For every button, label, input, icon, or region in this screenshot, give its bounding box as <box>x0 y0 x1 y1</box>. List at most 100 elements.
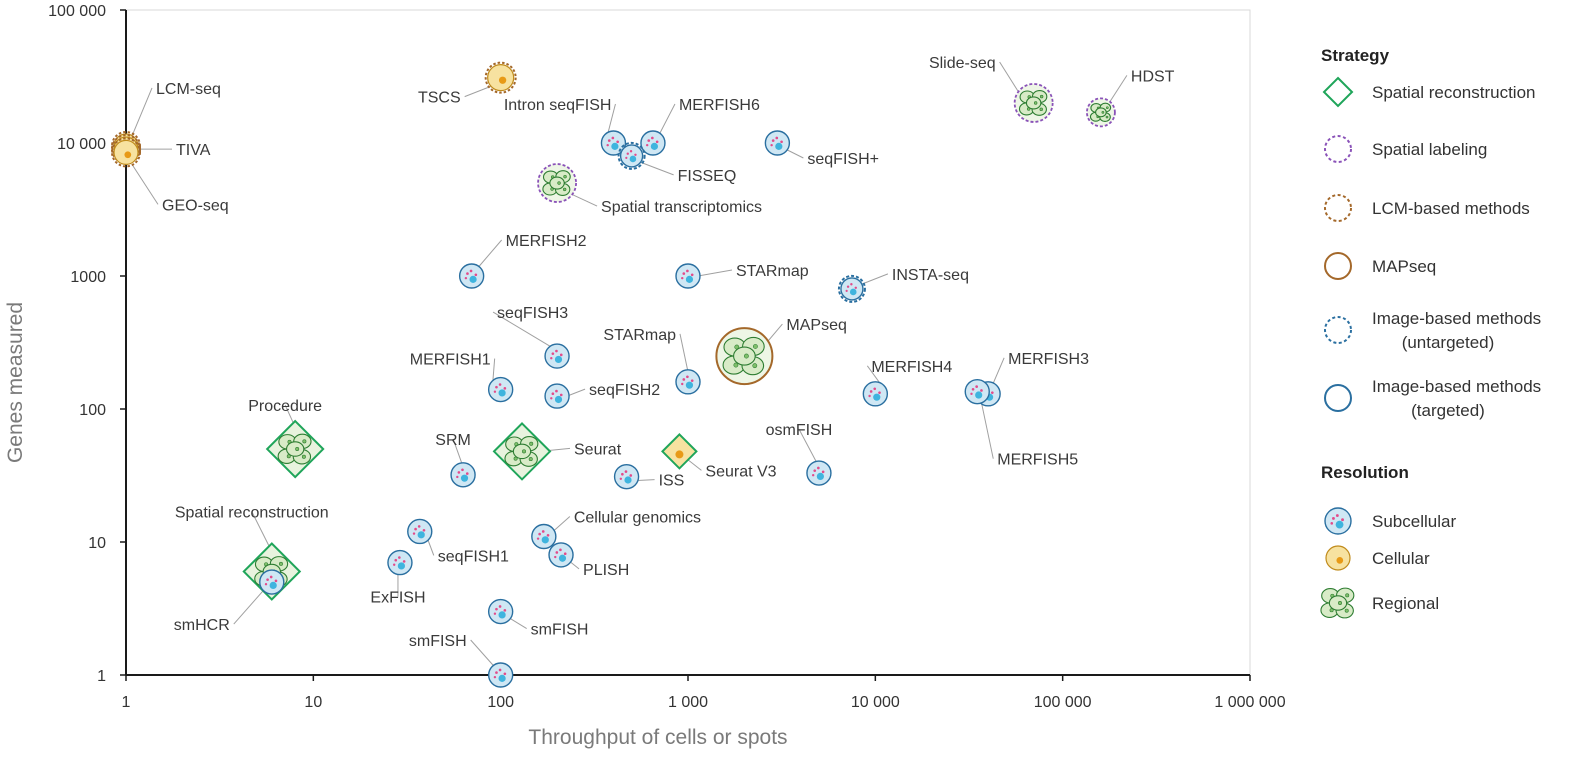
data-point <box>764 130 791 156</box>
y-tick-label: 10 <box>88 535 106 552</box>
data-point <box>458 263 485 289</box>
x-tick-label: 1 000 000 <box>1214 694 1285 711</box>
point-label: Seurat <box>574 441 622 458</box>
legend-label: Regional <box>1372 594 1439 613</box>
data-point <box>862 381 889 407</box>
point-label: SRM <box>435 432 471 449</box>
legend-title-resolution: Resolution <box>1321 463 1409 482</box>
data-point <box>675 369 701 395</box>
label-leader <box>492 358 496 384</box>
label-leader <box>470 639 496 668</box>
legend: Strategy Spatial reconstruction Spatial la… <box>1320 46 1541 619</box>
label-leader <box>464 85 493 98</box>
data-point <box>259 569 285 595</box>
legend-label: LCM-based methods <box>1372 199 1530 218</box>
point-label: MERFISH4 <box>871 359 952 376</box>
point-label: MERFISH2 <box>506 233 587 250</box>
point-label: GEO-seq <box>162 197 229 214</box>
label-leader <box>566 388 586 397</box>
data-point <box>617 141 646 170</box>
data-point <box>265 419 325 479</box>
point-label: seqFISH3 <box>497 305 568 322</box>
point-label: Spatial transcriptomics <box>601 199 762 216</box>
point-label: smHCR <box>174 617 230 634</box>
point-label: ISS <box>659 473 685 490</box>
point-label: TSCS <box>418 90 461 107</box>
data-point <box>675 263 701 289</box>
data-point <box>661 432 698 470</box>
x-axis-title: Throughput of cells or spots <box>528 726 787 749</box>
legend-item-subcellular: Subcellular <box>1324 507 1456 535</box>
label-leader <box>427 539 435 556</box>
data-point <box>806 460 832 486</box>
point-label: FISSEQ <box>678 168 737 185</box>
point-label: Seurat V3 <box>705 463 776 480</box>
legend-label: Cellular <box>1372 549 1430 568</box>
label-leaders <box>131 61 1128 668</box>
point-label: MERFISH6 <box>679 97 760 114</box>
data-point <box>487 376 514 403</box>
y-tick-label: 100 000 <box>48 3 106 20</box>
label-leader <box>679 333 689 372</box>
y-tick-label: 1 <box>97 668 106 685</box>
legend-item-spatial_reconstruction: Spatial reconstruction <box>1322 76 1535 108</box>
data-point <box>640 130 666 156</box>
data-point <box>492 421 552 481</box>
label-leader <box>658 103 676 136</box>
label-leader <box>798 428 818 464</box>
label-leader <box>991 357 1005 387</box>
legend-title-strategy: Strategy <box>1321 46 1390 65</box>
point-label: STARmap <box>603 327 676 344</box>
data-point <box>537 163 577 203</box>
legend-item-spatial_labeling: Spatial labeling <box>1324 135 1487 163</box>
data-point <box>613 463 640 490</box>
data-point <box>487 662 514 688</box>
data-point <box>544 383 570 409</box>
data-point <box>531 523 557 550</box>
y-tick-label: 100 <box>79 402 106 419</box>
legend-label-2: (targeted) <box>1411 401 1485 420</box>
legend-item-image_targeted: Image-based methods (targeted) <box>1324 377 1541 420</box>
point-label: MAPseq <box>786 317 846 334</box>
legend-label: Image-based methods <box>1372 377 1541 396</box>
label-leader <box>687 459 702 471</box>
point-label: MERFISH1 <box>410 352 491 369</box>
point-label: TIVA <box>176 142 211 159</box>
data-point <box>487 598 514 625</box>
data-point <box>111 137 141 168</box>
legend-label: Image-based methods <box>1372 309 1541 328</box>
data-point <box>1086 97 1116 128</box>
data-point <box>450 462 476 488</box>
data-point <box>964 378 990 405</box>
label-leader <box>606 103 616 136</box>
legend-label: Subcellular <box>1372 512 1456 531</box>
y-tick-label: 10 000 <box>57 136 106 153</box>
legend-label: MAPseq <box>1372 257 1436 276</box>
point-label: LCM-seq <box>156 81 221 98</box>
point-label: STARmap <box>736 263 809 280</box>
point-label: MERFISH3 <box>1008 351 1089 368</box>
x-tick-label: 10 <box>304 694 322 711</box>
label-leader <box>251 511 271 548</box>
legend-label: Spatial labeling <box>1372 140 1487 159</box>
x-tick-label: 1 <box>122 694 131 711</box>
point-label: HDST <box>1131 68 1175 85</box>
data-point <box>1013 83 1054 123</box>
point-label: INSTA-seq <box>892 267 969 284</box>
label-leader <box>568 192 598 207</box>
point-label: Cellular genomics <box>574 509 701 526</box>
legend-item-regional: Regional <box>1320 587 1439 619</box>
label-leader <box>233 589 265 625</box>
label-leader <box>477 239 503 269</box>
legend-item-lcm: LCM-based methods <box>1324 194 1530 222</box>
data-point <box>407 518 433 545</box>
x-tick-label: 1 000 <box>668 694 708 711</box>
legend-item-image_untargeted: Image-based methods (untargeted) <box>1324 309 1541 352</box>
point-label: smFISH <box>531 622 589 639</box>
label-leader <box>980 401 994 459</box>
data-point <box>837 274 866 303</box>
label-leader <box>697 269 733 277</box>
point-label: Slide-seq <box>929 55 996 72</box>
point-label: seqFISH1 <box>438 548 509 565</box>
